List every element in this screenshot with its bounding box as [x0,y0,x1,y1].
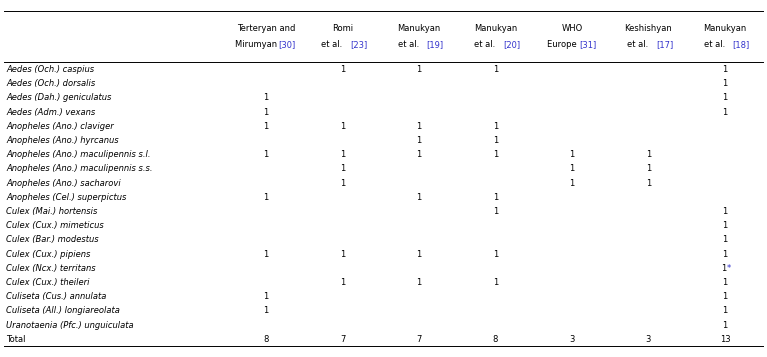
Text: et al.: et al. [398,40,422,49]
Text: 1: 1 [416,150,422,159]
Text: Culex (Bar.) modestus: Culex (Bar.) modestus [6,235,99,244]
Text: 1: 1 [723,278,728,287]
Text: Romi: Romi [332,24,353,33]
Text: 1: 1 [416,65,422,74]
Text: 1: 1 [263,108,268,117]
Text: Manukyan: Manukyan [474,24,517,33]
Text: et al.: et al. [321,40,345,49]
Text: [20]: [20] [503,40,520,49]
Text: Culiseta (Cus.) annulata: Culiseta (Cus.) annulata [6,292,107,301]
Text: 1: 1 [340,165,345,174]
Text: Culex (Ncx.) territans: Culex (Ncx.) territans [6,264,96,273]
Text: Anopheles (Ano.) sacharovi: Anopheles (Ano.) sacharovi [6,178,121,187]
Text: 1: 1 [569,165,574,174]
Text: 1: 1 [723,65,728,74]
Text: 1: 1 [263,122,268,131]
Text: 7: 7 [340,335,345,344]
Text: 1: 1 [569,150,574,159]
Text: WHO: WHO [561,24,583,33]
Text: 1: 1 [493,136,498,145]
Text: 1: 1 [340,278,345,287]
Text: Anopheles (Ano.) claviger: Anopheles (Ano.) claviger [6,122,114,131]
Text: 1: 1 [723,94,728,102]
Text: 1: 1 [263,306,268,315]
Text: 1: 1 [569,178,574,187]
Text: 1: 1 [723,250,728,258]
Text: 8: 8 [263,335,268,344]
Text: [18]: [18] [732,40,749,49]
Text: 1: 1 [416,278,422,287]
Text: 1: 1 [723,207,728,216]
Text: 1: 1 [340,250,345,258]
Text: Anopheles (Ano.) hyrcanus: Anopheles (Ano.) hyrcanus [6,136,119,145]
Text: 1: 1 [263,292,268,301]
Text: 1: 1 [263,150,268,159]
Text: 1: 1 [493,250,498,258]
Text: Mirumyan: Mirumyan [235,40,279,49]
Text: 1: 1 [723,321,728,330]
Text: Aedes (Och.) dorsalis: Aedes (Och.) dorsalis [6,79,95,88]
Text: et al.: et al. [704,40,728,49]
Text: 1: 1 [493,122,498,131]
Text: 1: 1 [340,122,345,131]
Text: Total: Total [6,335,25,344]
Text: 7: 7 [416,335,422,344]
Text: Anopheles (Cel.) superpictus: Anopheles (Cel.) superpictus [6,193,127,202]
Text: Culex (Mai.) hortensis: Culex (Mai.) hortensis [6,207,97,216]
Text: Aedes (Och.) caspius: Aedes (Och.) caspius [6,65,94,74]
Text: Europe: Europe [547,40,579,49]
Text: 1: 1 [263,94,268,102]
Text: 1: 1 [263,250,268,258]
Text: 1: 1 [493,278,498,287]
Text: 1: 1 [416,193,422,202]
Text: 1: 1 [340,178,345,187]
Text: Terteryan and: Terteryan and [237,24,295,33]
Text: 1: 1 [723,306,728,315]
Text: Culiseta (All.) longiareolata: Culiseta (All.) longiareolata [6,306,120,315]
Text: 1: 1 [493,193,498,202]
Text: 3: 3 [646,335,651,344]
Text: 1: 1 [340,65,345,74]
Text: Aedes (Dah.) geniculatus: Aedes (Dah.) geniculatus [6,94,111,102]
Text: 1: 1 [263,193,268,202]
Text: Anopheles (Ano.) maculipennis s.l.: Anopheles (Ano.) maculipennis s.l. [6,150,150,159]
Text: Keshishyan: Keshishyan [624,24,673,33]
Text: 1: 1 [723,221,728,230]
Text: 13: 13 [719,335,730,344]
Text: [17]: [17] [656,40,673,49]
Text: 1: 1 [416,250,422,258]
Text: 1: 1 [646,178,651,187]
Text: Culex (Cux.) pipiens: Culex (Cux.) pipiens [6,250,91,258]
Text: 1: 1 [646,150,651,159]
Text: 1: 1 [646,165,651,174]
Text: 1: 1 [416,122,422,131]
Text: [19]: [19] [426,40,443,49]
Text: 1: 1 [493,65,498,74]
Text: Manukyan: Manukyan [397,24,441,33]
Text: 1: 1 [340,150,345,159]
Text: *: * [726,264,731,273]
Text: 1: 1 [723,235,728,244]
Text: [23]: [23] [350,40,367,49]
Text: Anopheles (Ano.) maculipennis s.s.: Anopheles (Ano.) maculipennis s.s. [6,165,153,174]
Text: 1: 1 [416,136,422,145]
Text: 1: 1 [723,108,728,117]
Text: Manukyan: Manukyan [703,24,746,33]
Text: [30]: [30] [278,40,295,49]
Text: 8: 8 [493,335,499,344]
Text: et al.: et al. [627,40,651,49]
Text: Culex (Cux.) theileri: Culex (Cux.) theileri [6,278,90,287]
Text: 3: 3 [569,335,574,344]
Text: 1: 1 [723,292,728,301]
Text: [31]: [31] [579,40,597,49]
Text: 1: 1 [493,150,498,159]
Text: 1: 1 [493,207,498,216]
Text: 1: 1 [721,264,726,273]
Text: 1: 1 [723,79,728,88]
Text: Aedes (Adm.) vexans: Aedes (Adm.) vexans [6,108,95,117]
Text: Uranotaenia (Pfc.) unguiculata: Uranotaenia (Pfc.) unguiculata [6,321,133,330]
Text: Culex (Cux.) mimeticus: Culex (Cux.) mimeticus [6,221,104,230]
Text: et al.: et al. [475,40,499,49]
